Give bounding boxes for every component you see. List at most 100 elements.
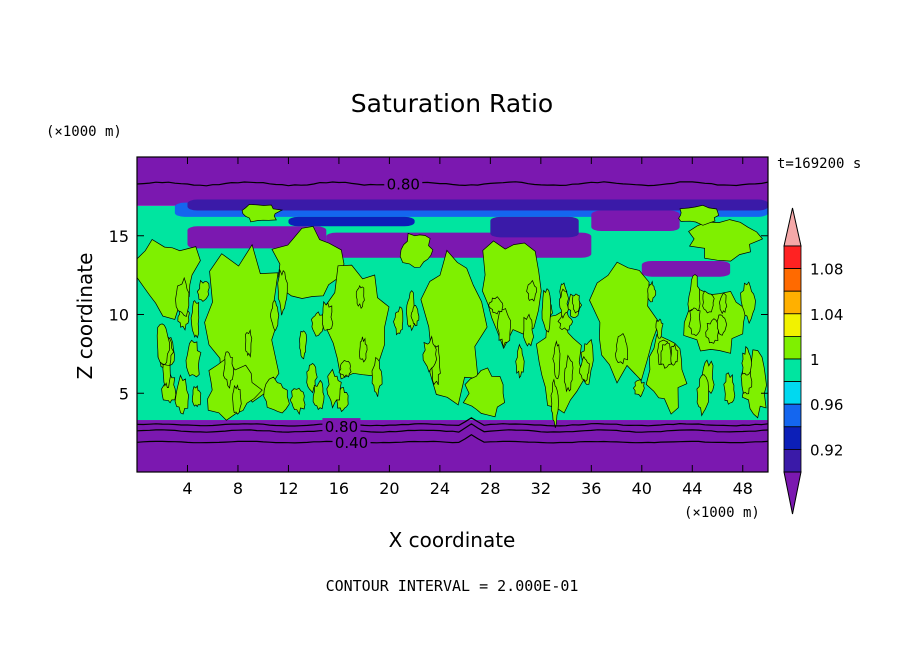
contour-label-bg <box>322 418 361 435</box>
cloud-streak <box>579 355 590 383</box>
cloud-streak <box>232 384 242 415</box>
colorbar-box <box>783 358 802 383</box>
x-tick-label: 36 <box>581 479 601 498</box>
cloud-streak <box>571 293 581 314</box>
contour-labels: 0.800.800.40 <box>322 175 423 452</box>
contour-label: 0.80 <box>387 176 420 194</box>
cloud-streak <box>563 354 574 393</box>
contour-label: 0.40 <box>335 434 368 452</box>
cloud-streak <box>312 379 325 411</box>
colorbar-box <box>783 335 802 360</box>
x-tick-label: 4 <box>182 479 192 498</box>
cloud-streak <box>269 300 280 331</box>
cloud-streak <box>647 280 657 303</box>
cloud-streak <box>541 288 552 333</box>
cloud-streak <box>156 323 170 366</box>
cloud-patch <box>536 309 585 414</box>
cloud-streak <box>355 284 365 310</box>
colorbar-box <box>783 381 802 405</box>
cloud-streak <box>393 306 404 336</box>
transition-streak <box>490 216 579 238</box>
colorbar-box <box>783 426 802 450</box>
contour-label-bg <box>384 175 423 192</box>
y-tick-label: 15 <box>109 227 129 246</box>
cloud-streak <box>552 340 561 380</box>
x-unit-label: (×1000 m) <box>684 505 760 521</box>
cloud-streak <box>696 374 709 417</box>
colorbar: 1.08 1.04 1 0.96 0.92 <box>783 207 843 515</box>
cloud-patch <box>263 376 290 414</box>
time-label: t=169200 s <box>777 156 861 172</box>
cloud-streak <box>410 304 420 327</box>
cloud-patches <box>137 204 767 428</box>
zone-top-band <box>137 157 768 206</box>
cloud-streak <box>191 385 202 408</box>
cloud-streak <box>311 311 324 337</box>
colorbar-box <box>783 403 802 428</box>
cloud-streak <box>245 329 253 358</box>
x-tick-label: 32 <box>531 479 551 498</box>
cloud-streak <box>688 307 701 337</box>
cloud-streak <box>632 379 645 398</box>
cloud-streak <box>670 343 679 366</box>
cloud-streak <box>174 374 189 415</box>
x-axis-label: X coordinate <box>389 528 516 552</box>
cloud-streak <box>522 313 534 347</box>
colorbar-box <box>783 448 802 473</box>
cloud-streak <box>702 290 715 314</box>
colorbar-label: 1.08 <box>810 261 843 279</box>
cloud-streak <box>185 339 202 378</box>
contour-low-040 <box>137 433 768 444</box>
cloud-patch <box>589 261 660 384</box>
x-tick-label: 12 <box>278 479 298 498</box>
transition-streak <box>641 260 731 277</box>
cloud-streak <box>557 311 574 331</box>
y-tick-label: 10 <box>109 306 129 325</box>
colorbar-label: 1 <box>810 351 820 369</box>
cloud-streak <box>422 335 437 373</box>
transition-streak <box>288 216 415 227</box>
contour-label: 0.80 <box>325 418 358 436</box>
colorbar-box <box>783 268 802 292</box>
x-tick-label: 40 <box>632 479 652 498</box>
zone-bottom-band <box>137 420 768 472</box>
y-tick-label: 5 <box>119 384 129 403</box>
cloud-streak <box>515 343 525 379</box>
x-tick-label: 28 <box>480 479 500 498</box>
x-axis-ticks: 4 8 12 16 20 24 28 32 36 40 44 48 <box>182 157 753 498</box>
cloud-streak <box>655 318 664 339</box>
contour-lines <box>137 181 768 444</box>
cloud-streak <box>359 336 368 363</box>
transition-streak <box>187 199 768 211</box>
cloud-streak <box>299 330 307 360</box>
colorbar-label: 0.92 <box>810 441 843 459</box>
contour-low-080 <box>137 417 768 427</box>
contour-low-060 <box>137 423 768 433</box>
cloud-patch <box>462 367 505 418</box>
y-axis-label: Z coordinate <box>73 253 97 380</box>
x-tick-label: 44 <box>682 479 702 498</box>
colorbar-box <box>783 245 802 270</box>
cloud-streak <box>723 372 736 405</box>
colorbar-bottom-arrow <box>783 471 802 515</box>
cloud-patch <box>688 219 764 262</box>
contour-top-080 <box>137 181 768 187</box>
cloud-streak <box>705 318 719 344</box>
x-tick-label: 20 <box>379 479 399 498</box>
cloud-streak <box>277 268 288 316</box>
cloud-streak <box>488 296 504 315</box>
x-tick-label: 24 <box>430 479 450 498</box>
cloud-streak <box>289 387 306 415</box>
y-axis-ticks: 5 10 15 <box>109 227 768 403</box>
cloud-streak <box>338 359 352 378</box>
cloud-streak <box>496 307 511 349</box>
colorbar-label: 1.04 <box>810 306 843 324</box>
cloud-streak <box>222 351 234 389</box>
cloud-streak <box>741 345 753 376</box>
cloud-streak <box>614 333 628 365</box>
cloud-streak <box>660 342 672 369</box>
plot-area: 0.800.800.40 <box>137 157 768 472</box>
x-tick-label: 48 <box>733 479 753 498</box>
cloud-patch <box>399 232 434 268</box>
y-unit-label: (×1000 m) <box>46 124 122 140</box>
